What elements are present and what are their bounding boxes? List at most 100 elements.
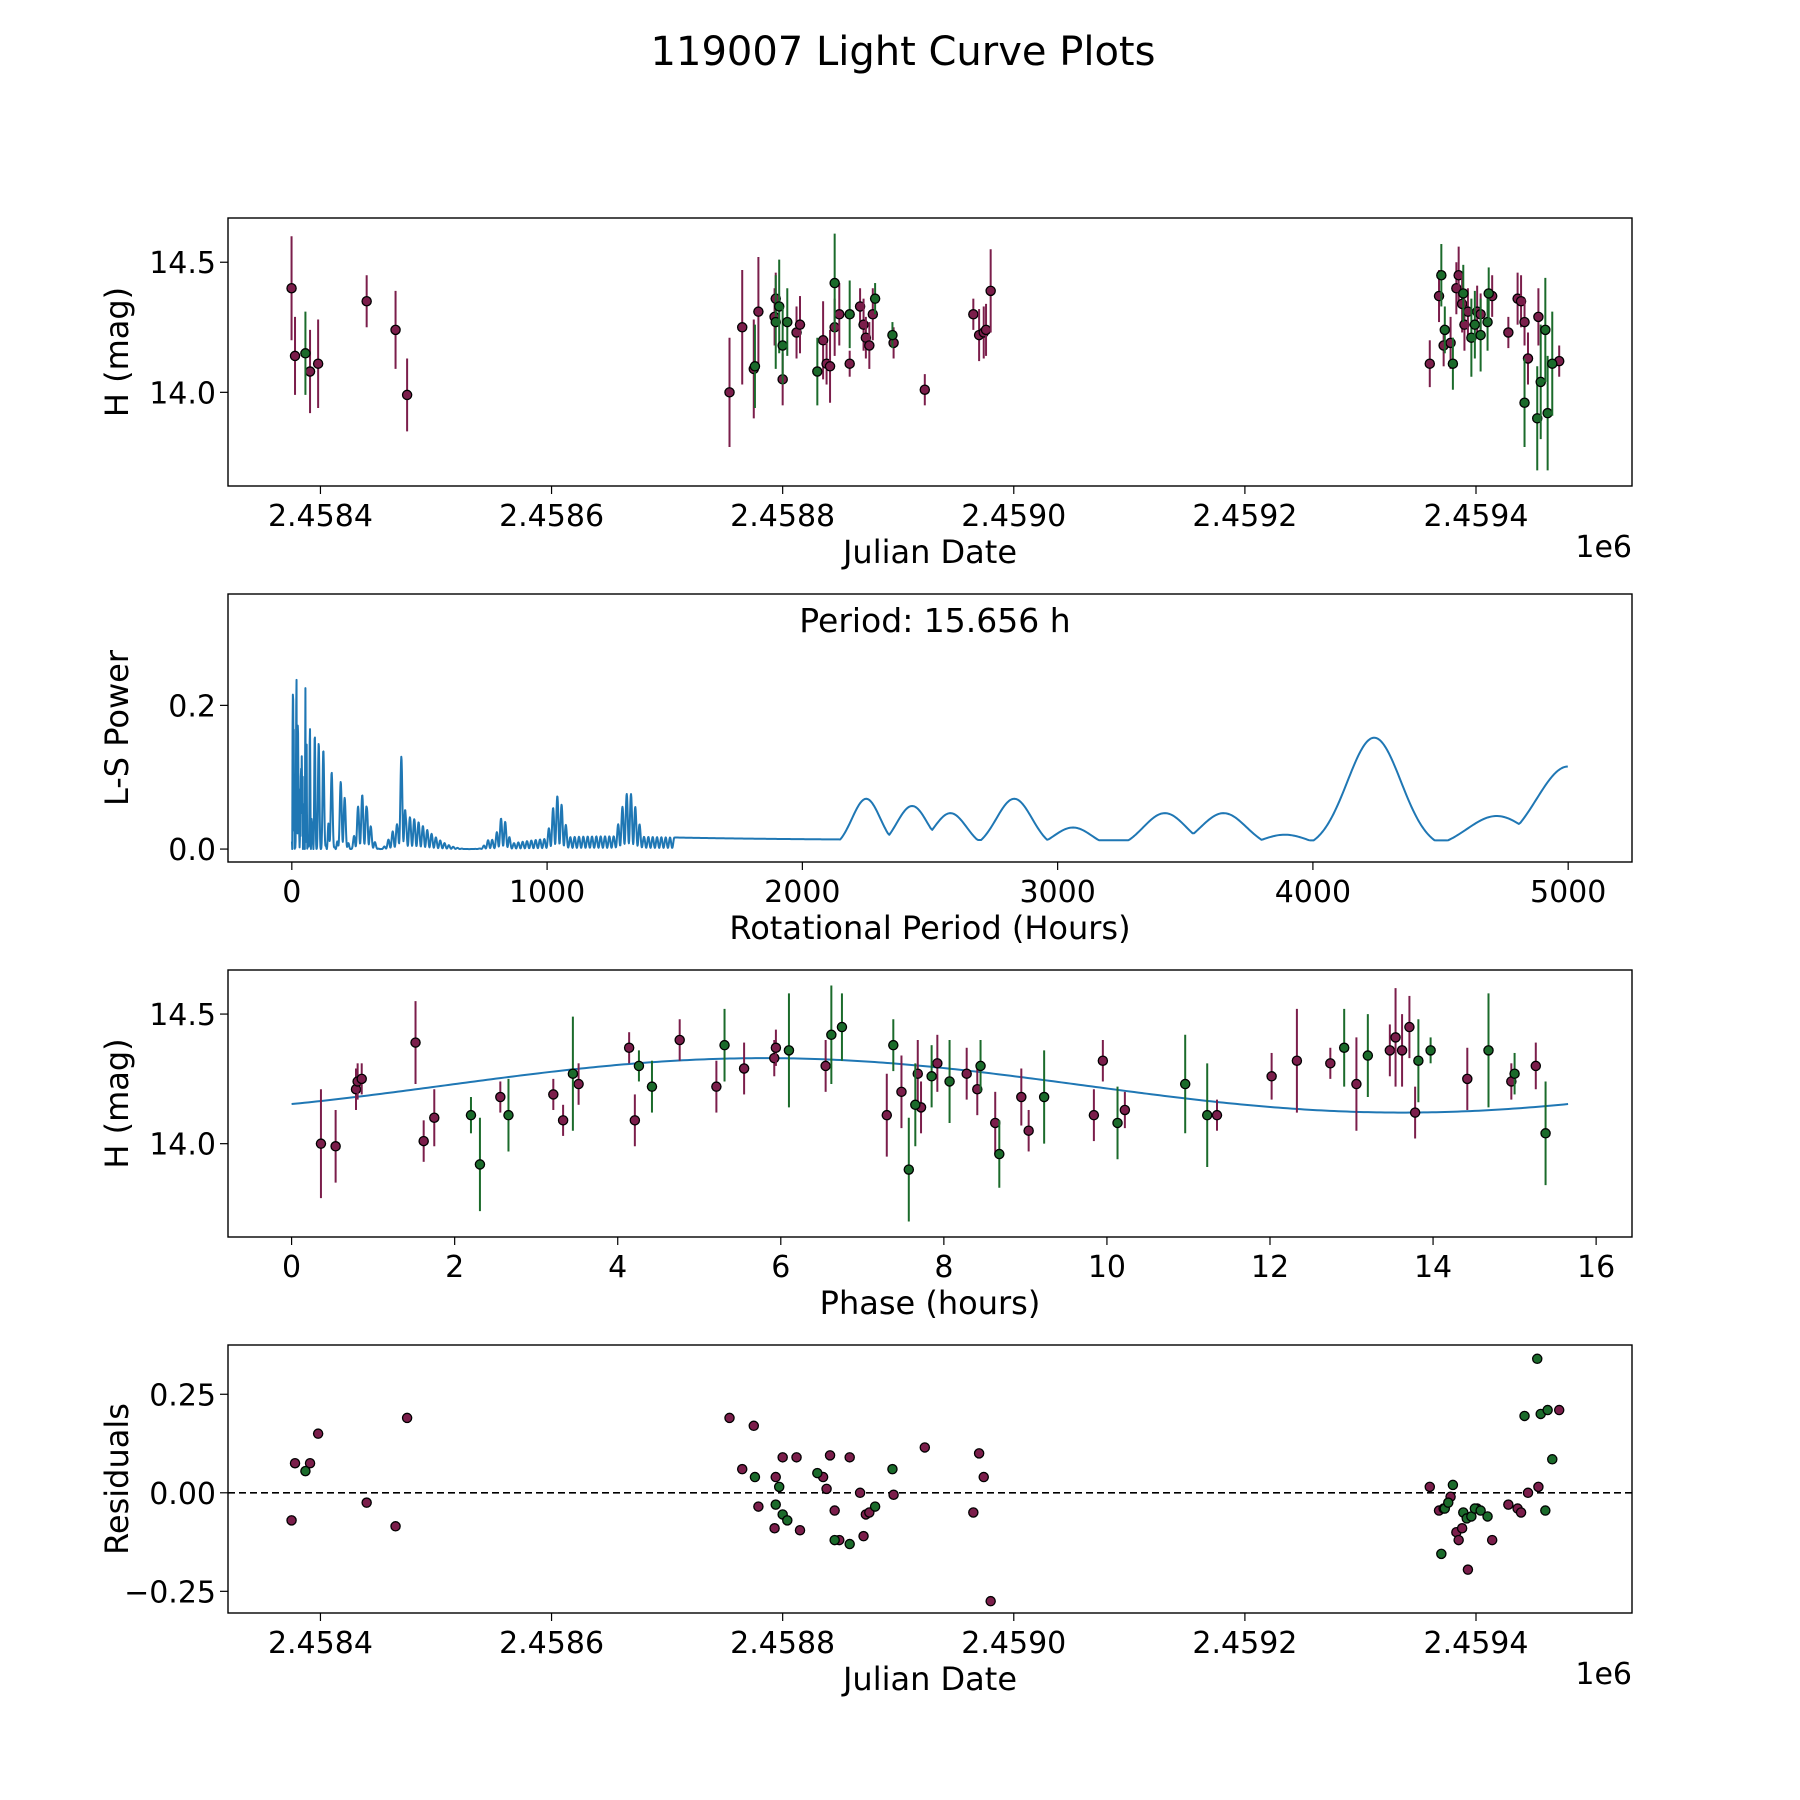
x-tick-label: 2.4590 bbox=[961, 1626, 1066, 1661]
data-point-magenta bbox=[1533, 311, 1544, 323]
y-tick-label: 14.5 bbox=[149, 998, 216, 1033]
data-point-magenta bbox=[821, 1483, 832, 1495]
data-point-magenta bbox=[1456, 1523, 1468, 1534]
plot-area bbox=[290, 678, 1568, 851]
x-tick-label: 2.4594 bbox=[1424, 1626, 1529, 1661]
axes-1: 2.4584 2.4586 2.4588 2.4590 2.4592 2.4594 14.0… bbox=[98, 217, 1633, 571]
y-axis-label: H (mag) bbox=[98, 1038, 136, 1168]
data-point-green bbox=[975, 1060, 986, 1072]
plot-area bbox=[286, 233, 1565, 471]
data-point-magenta bbox=[1390, 1032, 1401, 1043]
data-point-magenta bbox=[1530, 1060, 1542, 1072]
x-tick-label: 2.4586 bbox=[499, 499, 604, 534]
data-point-green bbox=[1436, 269, 1447, 281]
data-point-magenta bbox=[1553, 1404, 1565, 1416]
x-tick-label: 2000 bbox=[764, 875, 840, 910]
y-axis-label: L-S Power bbox=[98, 649, 136, 806]
data-point-magenta bbox=[1351, 1078, 1362, 1090]
data-point-green bbox=[1509, 1068, 1520, 1079]
data-point-magenta bbox=[736, 322, 748, 333]
x-tick-label: 2.4584 bbox=[268, 1626, 373, 1661]
x-tick-label: 2.4592 bbox=[1192, 1626, 1297, 1661]
x-tick-label: 10 bbox=[1088, 1250, 1126, 1285]
data-point-green bbox=[503, 1109, 514, 1121]
data-point-magenta bbox=[312, 358, 324, 369]
data-point-green bbox=[826, 1029, 837, 1041]
data-point-green bbox=[1547, 1454, 1558, 1465]
data-point-magenta bbox=[286, 1515, 297, 1526]
data-point-green bbox=[1447, 1479, 1459, 1491]
data-point-green bbox=[1413, 1055, 1424, 1066]
data-point-green bbox=[633, 1060, 645, 1072]
data-point-magenta bbox=[968, 309, 979, 320]
data-point-magenta bbox=[973, 1448, 985, 1459]
data-point-green bbox=[844, 309, 855, 320]
data-point-green bbox=[1338, 1042, 1350, 1054]
data-point-green bbox=[812, 366, 823, 377]
data-point-magenta bbox=[791, 1452, 802, 1463]
data-point-magenta bbox=[794, 1524, 806, 1536]
data-point-magenta bbox=[429, 1112, 440, 1124]
data-point-magenta bbox=[724, 387, 735, 398]
data-point-green bbox=[829, 277, 840, 289]
data-point-green bbox=[782, 316, 793, 328]
data-point-magenta bbox=[390, 324, 401, 336]
data-point-magenta bbox=[548, 1089, 559, 1100]
x-tick-label: 4000 bbox=[1275, 875, 1351, 910]
data-point-magenta bbox=[980, 324, 992, 336]
data-point-magenta bbox=[361, 1497, 372, 1508]
data-point-magenta bbox=[753, 306, 764, 317]
data-point-magenta bbox=[820, 1060, 831, 1072]
x-tick-label: 2.4594 bbox=[1424, 499, 1529, 534]
data-point-green bbox=[1475, 329, 1486, 341]
data-point-magenta bbox=[769, 1523, 780, 1534]
data-point-magenta bbox=[1291, 1055, 1303, 1066]
x-tick-label: 2.4590 bbox=[961, 499, 1066, 534]
data-point-magenta bbox=[330, 1141, 341, 1152]
figure-title: 119007 Light Curve Plots bbox=[651, 29, 1156, 75]
data-point-magenta bbox=[738, 1063, 750, 1074]
x-tick-label: 8 bbox=[934, 1250, 953, 1285]
y-tick-label: 14.0 bbox=[149, 376, 216, 411]
data-point-magenta bbox=[315, 1138, 327, 1149]
axes-frame bbox=[227, 593, 1633, 863]
data-point-green bbox=[1482, 1511, 1493, 1522]
x-tick-label: 2.4588 bbox=[730, 1626, 835, 1661]
data-point-magenta bbox=[829, 1505, 840, 1516]
data-point-green bbox=[1112, 1117, 1123, 1129]
data-point-magenta bbox=[794, 319, 806, 330]
x-tick-label: 4 bbox=[608, 1250, 627, 1285]
data-point-green bbox=[1447, 358, 1459, 369]
data-point-magenta bbox=[1462, 1073, 1473, 1085]
data-point-magenta bbox=[854, 1487, 866, 1499]
data-point-green bbox=[783, 1045, 795, 1056]
data-point-green bbox=[773, 301, 785, 312]
x-tick-label: 14 bbox=[1414, 1250, 1452, 1285]
x-tick-label: 0 bbox=[282, 1250, 301, 1285]
y-axis-label: H (mag) bbox=[98, 287, 136, 417]
plots-container: 2.4584 2.4586 2.4588 2.4590 2.4592 2.4594 14.0… bbox=[98, 217, 1633, 1698]
axes-frame bbox=[227, 1344, 1633, 1614]
y-tick-label: 14.0 bbox=[149, 1128, 216, 1163]
x-tick-label: 2.4584 bbox=[268, 499, 373, 534]
x-tick-label: 2 bbox=[445, 1250, 464, 1285]
data-point-magenta bbox=[289, 350, 301, 362]
data-point-green bbox=[1519, 1410, 1530, 1422]
data-point-magenta bbox=[629, 1115, 641, 1126]
plot-area bbox=[291, 985, 1569, 1222]
data-point-green bbox=[812, 1467, 823, 1479]
axes-4: 2.4584 2.4586 2.4588 2.4590 2.4592 2.4594 −0.2… bbox=[98, 1344, 1633, 1698]
data-point-magenta bbox=[834, 309, 845, 320]
data-point-magenta bbox=[864, 340, 875, 351]
data-point-magenta bbox=[724, 1412, 735, 1424]
data-point-green bbox=[1535, 376, 1546, 388]
data-point-green bbox=[749, 1471, 761, 1483]
axes-frame bbox=[227, 969, 1633, 1238]
period-annotation: Period: 15.656 h bbox=[799, 601, 1070, 640]
data-point-magenta bbox=[401, 1412, 413, 1424]
data-point-green bbox=[1540, 1128, 1551, 1139]
data-point-magenta bbox=[748, 1420, 760, 1432]
data-point-green bbox=[1443, 1497, 1454, 1508]
data-point-magenta bbox=[1396, 1045, 1408, 1056]
